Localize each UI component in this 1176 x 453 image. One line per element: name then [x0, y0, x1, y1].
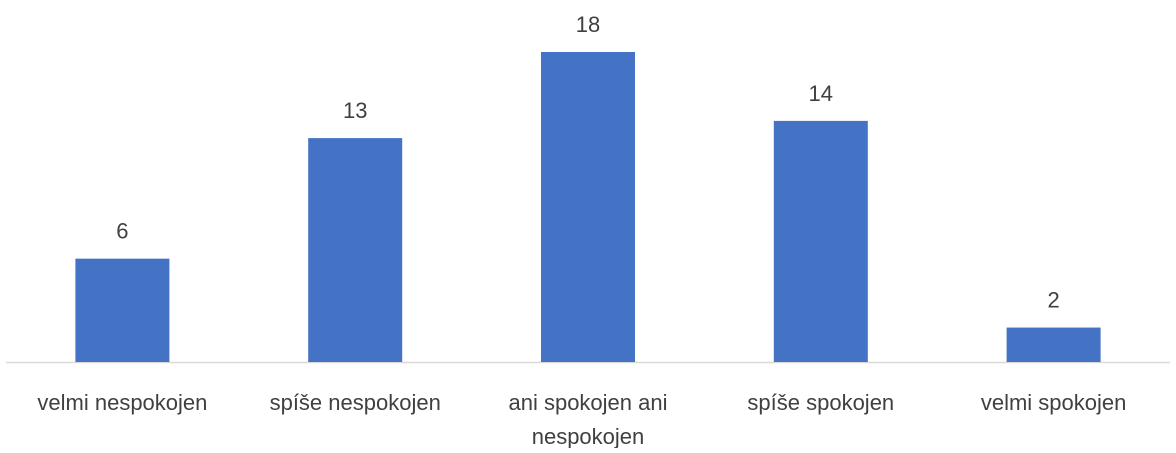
- x-tick-label-1: velmi nespokojen: [37, 390, 207, 415]
- x-tick-label-5: velmi spokojen: [981, 390, 1127, 415]
- data-label-5: 2: [1047, 288, 1059, 313]
- bar-4: [773, 120, 868, 362]
- bars-group: [75, 52, 1101, 362]
- x-tick-label-3-line-2: nespokojen: [532, 424, 645, 448]
- x-tick-label-2: spíše nespokojen: [270, 390, 441, 415]
- bar-1: [75, 258, 170, 362]
- bar-2: [308, 138, 403, 362]
- x-tick-labels-group: velmi nespokojen spíše nespokojen ani spok…: [37, 390, 1127, 449]
- x-tick-label-4: spíše spokojen: [747, 390, 894, 415]
- data-label-1: 6: [116, 219, 128, 244]
- data-label-3: 18: [576, 12, 600, 37]
- data-label-2: 13: [343, 98, 367, 123]
- data-labels-group: 6 13 18 14 2: [116, 12, 1059, 313]
- x-tick-label-3-line-1: ani spokojen ani: [508, 390, 667, 415]
- data-label-4: 14: [809, 81, 833, 106]
- bar-3: [541, 52, 635, 362]
- bar-5: [1006, 327, 1101, 362]
